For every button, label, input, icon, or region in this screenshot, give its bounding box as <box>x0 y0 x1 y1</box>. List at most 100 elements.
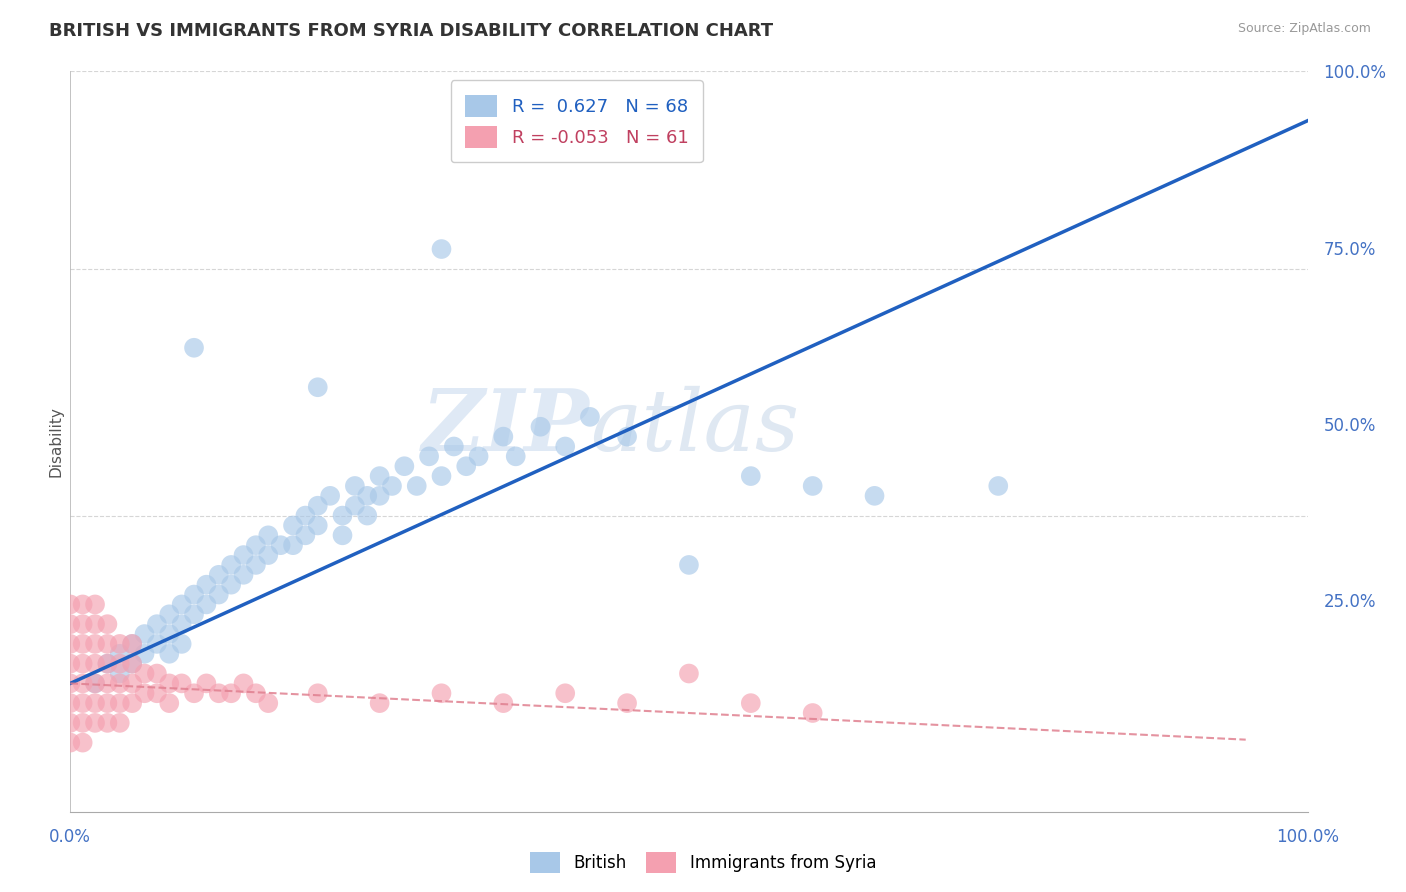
Point <box>678 558 700 572</box>
Text: ZIP: ZIP <box>422 385 591 468</box>
Point <box>84 598 107 612</box>
Point <box>72 736 94 750</box>
Point <box>121 637 143 651</box>
Point <box>121 657 143 671</box>
Point <box>157 696 180 710</box>
Point <box>146 637 169 651</box>
Point <box>72 637 94 651</box>
Point <box>307 686 329 700</box>
Point <box>195 577 218 591</box>
Point <box>146 686 169 700</box>
Point <box>134 647 156 661</box>
Point <box>59 637 82 651</box>
Point <box>245 538 267 552</box>
Point <box>96 617 118 632</box>
Point <box>492 429 515 443</box>
Point <box>579 409 602 424</box>
Point <box>121 696 143 710</box>
Point <box>84 676 107 690</box>
Point <box>157 627 180 641</box>
Point <box>343 479 366 493</box>
Point <box>294 508 316 523</box>
Point <box>332 508 354 523</box>
Point <box>108 647 131 661</box>
Point <box>59 617 82 632</box>
Point <box>96 715 118 730</box>
Point <box>740 469 762 483</box>
Point <box>121 676 143 690</box>
Point <box>219 577 242 591</box>
Point <box>307 518 329 533</box>
Point <box>281 518 304 533</box>
Point <box>134 686 156 700</box>
Point <box>381 479 404 493</box>
Point <box>170 676 193 690</box>
Point <box>96 637 118 651</box>
Point <box>72 676 94 690</box>
Point <box>121 657 143 671</box>
Point <box>430 242 453 256</box>
Point <box>72 617 94 632</box>
Point <box>208 588 231 602</box>
Point <box>319 489 342 503</box>
Point <box>96 676 118 690</box>
Point <box>456 459 478 474</box>
Point <box>356 508 378 523</box>
Point <box>183 588 205 602</box>
Point <box>72 715 94 730</box>
Point <box>183 607 205 622</box>
Point <box>232 567 254 582</box>
Point <box>863 489 886 503</box>
Point <box>443 440 465 454</box>
Point <box>157 647 180 661</box>
Point <box>257 548 280 562</box>
Point <box>418 450 440 464</box>
Point <box>394 459 416 474</box>
Point <box>59 676 82 690</box>
Point <box>616 429 638 443</box>
Point <box>146 617 169 632</box>
Point <box>245 558 267 572</box>
Point <box>170 637 193 651</box>
Text: BRITISH VS IMMIGRANTS FROM SYRIA DISABILITY CORRELATION CHART: BRITISH VS IMMIGRANTS FROM SYRIA DISABIL… <box>49 22 773 40</box>
Point <box>195 598 218 612</box>
Point <box>219 558 242 572</box>
Point <box>368 489 391 503</box>
Point <box>72 598 94 612</box>
Point <box>183 686 205 700</box>
Legend: British, Immigrants from Syria: British, Immigrants from Syria <box>523 846 883 880</box>
Point <box>59 736 82 750</box>
Point <box>554 686 576 700</box>
Point <box>157 676 180 690</box>
Point <box>554 440 576 454</box>
Point <box>157 607 180 622</box>
Point <box>96 657 118 671</box>
Point <box>616 696 638 710</box>
Point <box>170 598 193 612</box>
Point <box>59 657 82 671</box>
Point <box>121 637 143 651</box>
Point <box>72 657 94 671</box>
Point <box>467 450 489 464</box>
Point <box>108 657 131 671</box>
Point <box>281 538 304 552</box>
Point <box>208 567 231 582</box>
Text: atlas: atlas <box>591 385 799 468</box>
Point <box>84 657 107 671</box>
Point <box>332 528 354 542</box>
Point <box>108 666 131 681</box>
Point <box>183 341 205 355</box>
Point <box>740 696 762 710</box>
Point <box>257 696 280 710</box>
Point <box>134 666 156 681</box>
Point <box>146 666 169 681</box>
Point <box>343 499 366 513</box>
Point <box>59 696 82 710</box>
Point <box>84 676 107 690</box>
Point <box>307 380 329 394</box>
Point <box>368 696 391 710</box>
Point <box>678 666 700 681</box>
Point <box>801 706 824 720</box>
Point <box>219 686 242 700</box>
Point <box>368 469 391 483</box>
